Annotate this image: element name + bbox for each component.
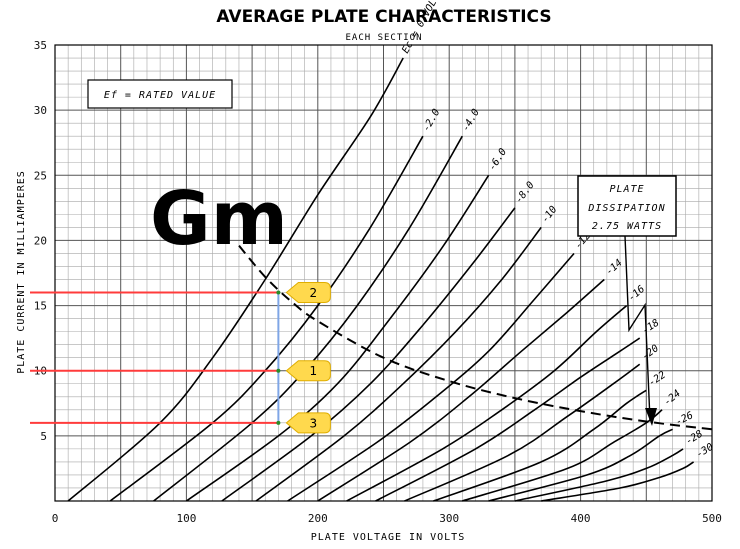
ec-curve-label: -16 <box>626 284 647 304</box>
y-tick-label: 20 <box>34 234 47 247</box>
dissipation-pointer <box>624 235 651 421</box>
major-grid <box>54 44 713 502</box>
reference-marker-label: 2 <box>310 286 318 300</box>
ec-curve <box>255 226 542 502</box>
ec-curve-label: -22 <box>647 370 668 389</box>
y-tick-label: 15 <box>34 300 47 313</box>
dissipation-box <box>577 175 677 237</box>
reference-marker-badge <box>285 360 331 382</box>
reference-markers: 2 1 3 <box>276 282 331 434</box>
ec-curve-label: -10 <box>540 204 560 225</box>
ef-label: Ef = RATED VALUE <box>104 90 216 101</box>
ec-curve <box>404 363 641 502</box>
y-axis-label: PLATE CURRENT IN MILLIAMPERES <box>16 170 27 374</box>
ef-box <box>87 79 233 109</box>
reference-lines <box>30 291 280 424</box>
dissipation-arrowhead <box>645 408 657 426</box>
x-tick-label: 200 <box>308 512 328 525</box>
ec-curve <box>346 304 628 502</box>
plot-frame <box>54 44 713 502</box>
ec-curve-label: -24 <box>662 388 683 408</box>
ec-curve <box>375 337 641 502</box>
reference-point <box>276 290 281 295</box>
y-tick-label: 35 <box>34 39 47 52</box>
ec-curve-label: -20 <box>640 343 661 363</box>
ec-curve <box>433 389 647 502</box>
x-tick-label: 300 <box>439 512 459 525</box>
ec-curve <box>488 428 673 502</box>
chart-title: AVERAGE PLATE CHARACTERISTICS <box>216 7 551 27</box>
dissipation-line-1: PLATE <box>609 184 644 195</box>
ec-curve <box>221 207 516 502</box>
reference-marker-badge <box>285 412 331 434</box>
ec-curve-label: -4.0 <box>460 107 482 133</box>
plate-dissipation-curve <box>238 244 713 431</box>
y-tick-label: 5 <box>40 430 47 443</box>
x-tick-label: 0 <box>52 512 59 525</box>
x-tick-label: 500 <box>702 512 722 525</box>
y-tick-label: 30 <box>34 104 47 117</box>
reference-marker-label: 3 <box>310 416 318 430</box>
ec-curve <box>541 461 695 502</box>
reference-marker-badge <box>285 282 331 304</box>
reference-point <box>276 368 281 373</box>
ec-curve-label: -6.0 <box>487 147 509 173</box>
ec-curve <box>317 278 605 502</box>
y-tick-label: 25 <box>34 169 47 182</box>
ec-curve <box>109 135 424 502</box>
dissipation-line-3: 2.75 WATTS <box>592 221 662 232</box>
x-axis-label: PLATE VOLTAGE IN VOLTS <box>311 532 465 543</box>
ec-curve <box>185 174 490 502</box>
reference-point <box>276 420 281 425</box>
ec-curve-label: -8.0 <box>513 180 536 206</box>
ec-curve-label: -2.0 <box>421 107 443 133</box>
x-axis-ticks: 0 100 200 300 400 500 <box>52 512 722 525</box>
ec-curve-label: -18 <box>640 317 661 336</box>
ec-curve-label: -28 <box>684 429 705 448</box>
chart-subtitle: EACH SECTION <box>345 33 422 43</box>
reference-marker-label: 1 <box>310 364 318 378</box>
ec-curve <box>514 448 684 502</box>
dissipation-line-2: DISSIPATION <box>587 203 665 214</box>
x-tick-label: 400 <box>571 512 591 525</box>
x-tick-label: 100 <box>176 512 196 525</box>
ec-curve <box>153 135 463 502</box>
gm-overlay-label: Gm <box>150 176 288 262</box>
